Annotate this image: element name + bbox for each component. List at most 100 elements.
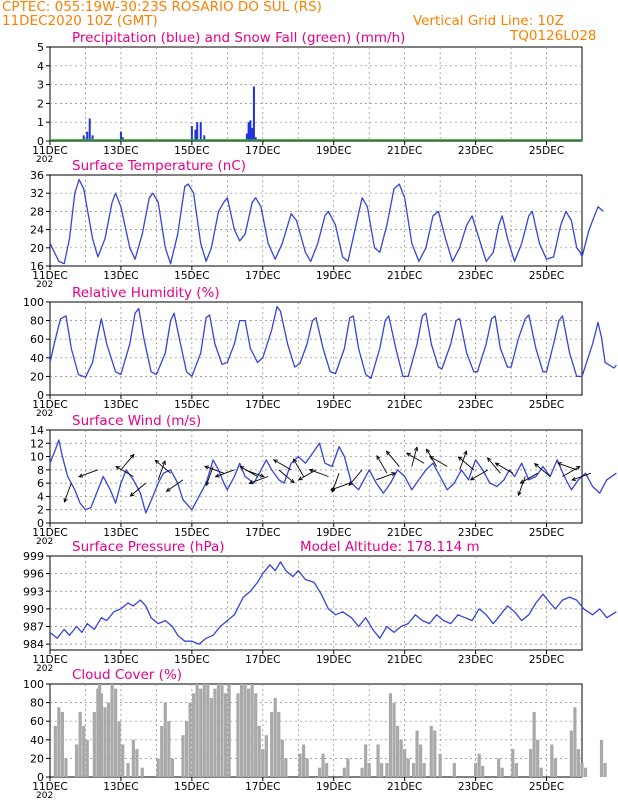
cloud-bar (243, 684, 247, 777)
x-tick-label: 17DEC (245, 527, 280, 539)
cloud-bar (82, 725, 86, 777)
y-tick-label: 996 (23, 568, 44, 581)
cloud-bar (239, 684, 244, 777)
cloud-bar (474, 763, 478, 777)
wind-vector (154, 459, 171, 474)
x-tick-label: 19DEC (316, 399, 351, 411)
y-tick-label: 40 (30, 352, 44, 365)
plot-frame (49, 683, 583, 778)
cloud-bar (380, 763, 384, 777)
wind-vector (487, 457, 501, 474)
wind-vector (330, 482, 350, 491)
chart-header: CPTEC: 055:19W-30:23S ROSARIO DO SUL (RS… (0, 0, 618, 46)
x-tick-label: 23DEC (458, 781, 493, 793)
wind-vector-head (165, 487, 171, 492)
x-tick-label: 11DEC (32, 399, 67, 411)
cloud-bar (580, 763, 584, 777)
x-tick-label: 13DEC (103, 654, 138, 666)
x-tick-label: 21DEC (387, 527, 422, 539)
cloud-bar (167, 721, 171, 777)
x-tick-label: 19DEC (316, 781, 351, 793)
cloud-bar (511, 749, 515, 777)
x-tick-label: 21DEC (387, 399, 422, 411)
wind-vector (534, 463, 551, 477)
cloud-bar (160, 725, 164, 777)
wind-vector (215, 469, 235, 478)
run-time-label: 11DEC2020 10Z (GMT) (2, 13, 158, 29)
wind-vector-head (494, 462, 500, 467)
plot-frame (49, 555, 583, 651)
y-tick-label: 32 (30, 187, 44, 200)
cloud-bar (452, 763, 456, 777)
cloud-bar (395, 725, 400, 777)
wind-vector (278, 469, 295, 484)
x-tick-label: 25DEC (529, 654, 564, 666)
cloud-bar (273, 697, 277, 777)
x-tick-label: 23DEC (458, 527, 493, 539)
x-tick-label: 25DEC (529, 781, 564, 793)
wind-vector-head (78, 473, 84, 478)
wind-vector-head (376, 454, 381, 460)
y-tick-label: 24 (30, 224, 44, 237)
wind-vector-head (308, 468, 314, 473)
y-tick-label: 2 (37, 504, 44, 517)
cloud-bar (298, 753, 302, 777)
cloud-bar (96, 688, 100, 777)
cloud-bar (117, 721, 121, 777)
wind-vector-head (348, 481, 354, 486)
y-tick-label: 80 (30, 697, 44, 710)
x-tick-label: 15DEC (174, 145, 209, 157)
x-tick-label: 25DEC (529, 527, 564, 539)
cloud-bar (429, 725, 433, 777)
x-tick-label: 25DEC (529, 399, 564, 411)
cloud-bar (209, 697, 213, 777)
cloud-bar (220, 684, 224, 777)
x-tick-label: 21DEC (387, 654, 422, 666)
precip-bar (251, 127, 254, 141)
cloud-bar (60, 711, 65, 777)
wind-vector-head (469, 476, 475, 481)
wind-vector (273, 459, 292, 471)
cloud-bar (550, 744, 554, 777)
wind-vector-head (63, 497, 68, 503)
y-tick-label: 1 (37, 116, 44, 129)
wind-vector (458, 456, 475, 471)
precip-bar (203, 135, 206, 141)
panel-title: Surface Temperature (nC) (72, 158, 246, 174)
cloud-bar (528, 749, 533, 777)
cloud-bar (422, 763, 426, 777)
y-tick-label: 0 (37, 389, 44, 402)
wind-vector (386, 450, 400, 467)
wind-vector (495, 462, 514, 474)
wind-vector (411, 447, 418, 467)
wind-vector (120, 454, 135, 471)
precip-bar (245, 133, 248, 141)
precip-bar (196, 122, 199, 141)
wind-vector (204, 465, 224, 474)
cloud-bar (192, 693, 196, 777)
cloud-bar (261, 749, 265, 777)
x-tick-label: 15DEC (174, 270, 209, 282)
cloud-bar (277, 711, 281, 777)
y-tick-label: 4 (37, 490, 44, 503)
wind-vector-head (297, 476, 303, 481)
x-tick-label: 15DEC (174, 654, 209, 666)
wind-vector (406, 452, 425, 464)
cloud-bar (317, 767, 322, 777)
cloud-bar (64, 758, 68, 777)
cloud-bar (406, 758, 410, 777)
wind-vector-head (486, 457, 492, 462)
precip-bar (91, 135, 94, 141)
cloud-bar (539, 767, 543, 777)
cloud-bar (603, 763, 607, 777)
wind-vector (348, 469, 363, 486)
cloud-bar (257, 725, 261, 777)
x-tick-label: 19DEC (316, 654, 351, 666)
wind-vector-head (214, 473, 220, 478)
cloud-bar (98, 684, 102, 777)
cloud-bar (536, 739, 540, 777)
cloud-bar (85, 739, 89, 777)
y-tick-label: 999 (23, 550, 44, 563)
wind-vector (78, 469, 99, 478)
